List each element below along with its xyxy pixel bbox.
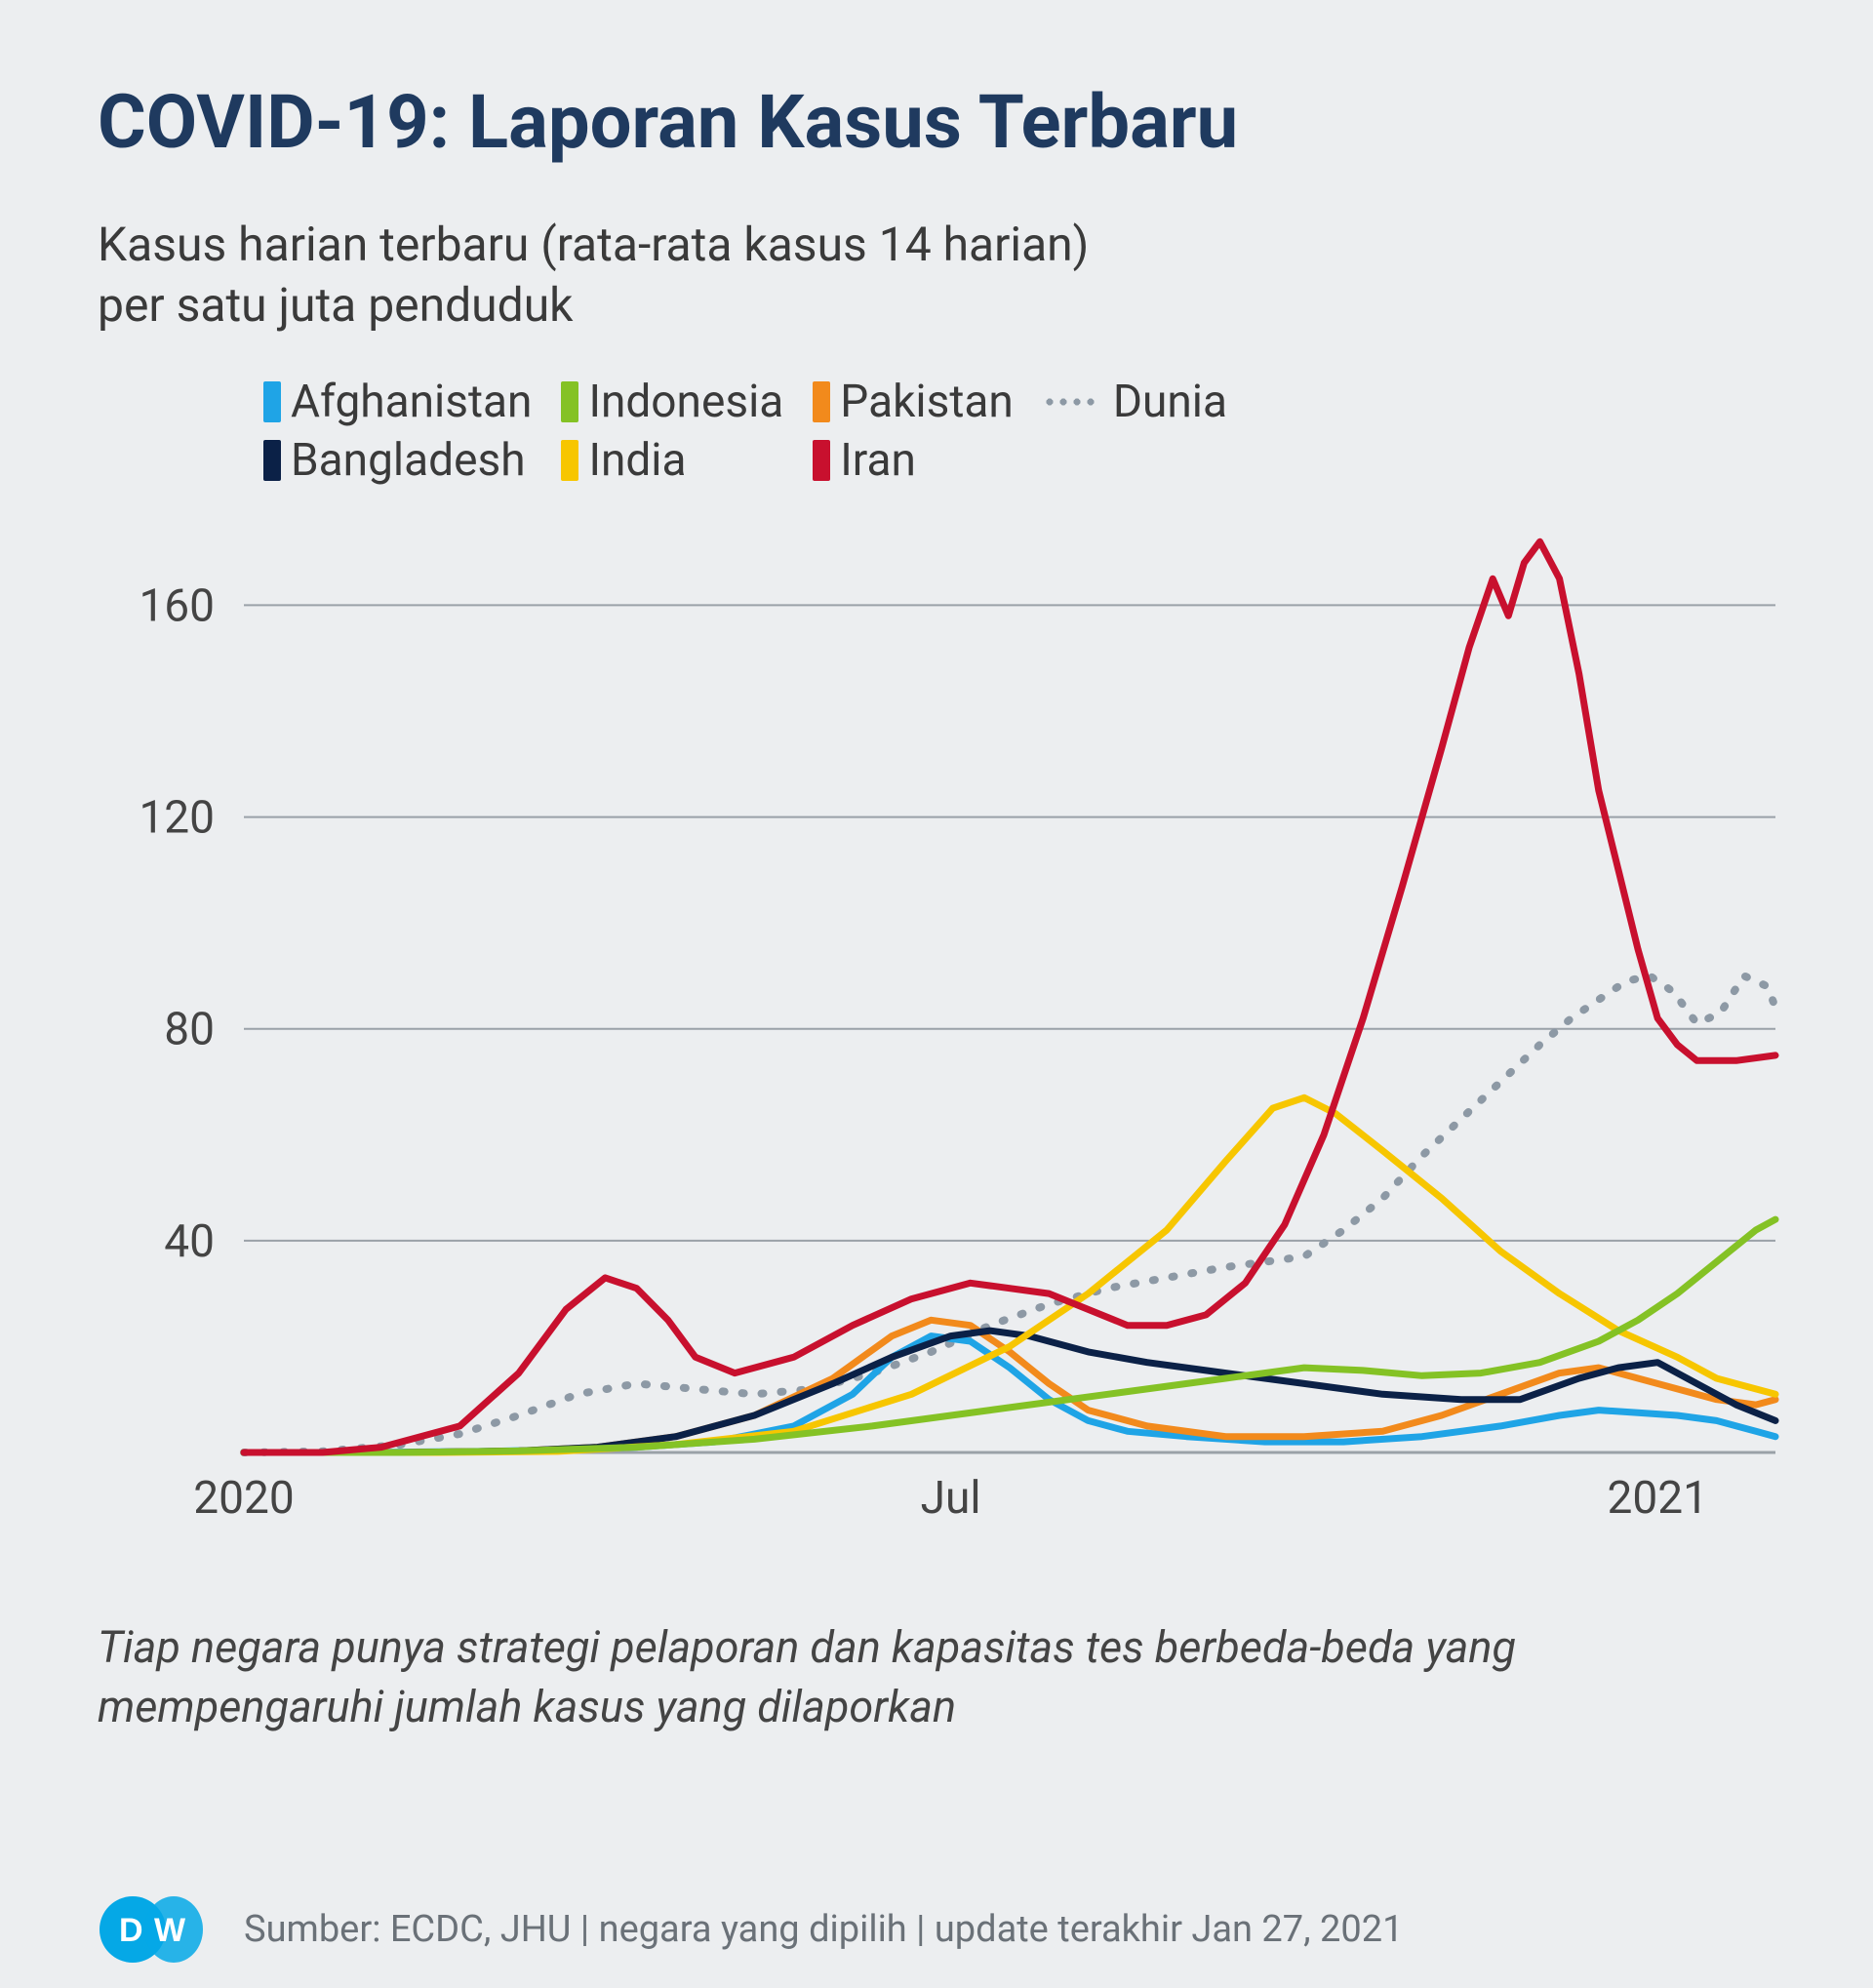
legend-item: Afghanistan xyxy=(263,376,532,428)
legend-item: India xyxy=(561,434,783,487)
legend-label: Dunia xyxy=(1113,376,1227,428)
legend-label: Indonesia xyxy=(588,376,783,428)
series-pakistan xyxy=(244,1320,1775,1452)
source-text: Sumber: ECDC, JHU | negara yang dipilih … xyxy=(244,1908,1403,1951)
svg-text:W: W xyxy=(154,1912,186,1949)
chart-subtitle: Kasus harian terbaru (rata-rata kasus 14… xyxy=(98,215,1775,337)
svg-text:2021: 2021 xyxy=(1608,1472,1708,1525)
legend-swatch xyxy=(263,440,281,481)
legend-label: Bangladesh xyxy=(291,434,526,487)
svg-text:Jul: Jul xyxy=(921,1472,981,1525)
svg-text:2020: 2020 xyxy=(193,1472,294,1525)
legend-item: Iran xyxy=(813,434,1014,487)
legend-item: Dunia xyxy=(1043,376,1227,428)
svg-text:40: 40 xyxy=(164,1215,215,1268)
footer: DW Sumber: ECDC, JHU | negara yang dipil… xyxy=(0,1871,1873,1988)
legend-label: Iran xyxy=(840,434,916,487)
series-india xyxy=(244,1097,1775,1452)
legend-swatch xyxy=(561,440,578,481)
legend-swatch xyxy=(813,381,830,422)
legend-swatch xyxy=(1043,398,1097,406)
svg-text:80: 80 xyxy=(164,1003,215,1055)
legend-item: Indonesia xyxy=(561,376,783,428)
legend-label: Pakistan xyxy=(840,376,1014,428)
legend-item: Bangladesh xyxy=(263,434,532,487)
chart-footnote: Tiap negara punya strategi pelaporan dan… xyxy=(98,1618,1775,1737)
chart-title: COVID-19: Laporan Kasus Terbaru xyxy=(98,78,1775,166)
svg-text:160: 160 xyxy=(139,579,215,632)
legend-item: Pakistan xyxy=(813,376,1014,428)
legend-swatch xyxy=(813,440,830,481)
legend-swatch xyxy=(561,381,578,422)
legend-label: Afghanistan xyxy=(291,376,532,428)
legend-swatch xyxy=(263,381,281,422)
svg-text:120: 120 xyxy=(139,791,215,844)
line-chart: 40 80 120 160 2020 Jul 2021 xyxy=(98,526,1775,1570)
chart-svg: 40 80 120 160 2020 Jul 2021 xyxy=(98,526,1775,1570)
dw-logo-icon: DW xyxy=(98,1894,205,1965)
svg-text:D: D xyxy=(119,1912,143,1949)
series-iran xyxy=(244,541,1775,1452)
legend-label: India xyxy=(588,434,686,487)
legend: Afghanistan Bangladesh Indonesia India Pakis… xyxy=(263,376,1727,487)
